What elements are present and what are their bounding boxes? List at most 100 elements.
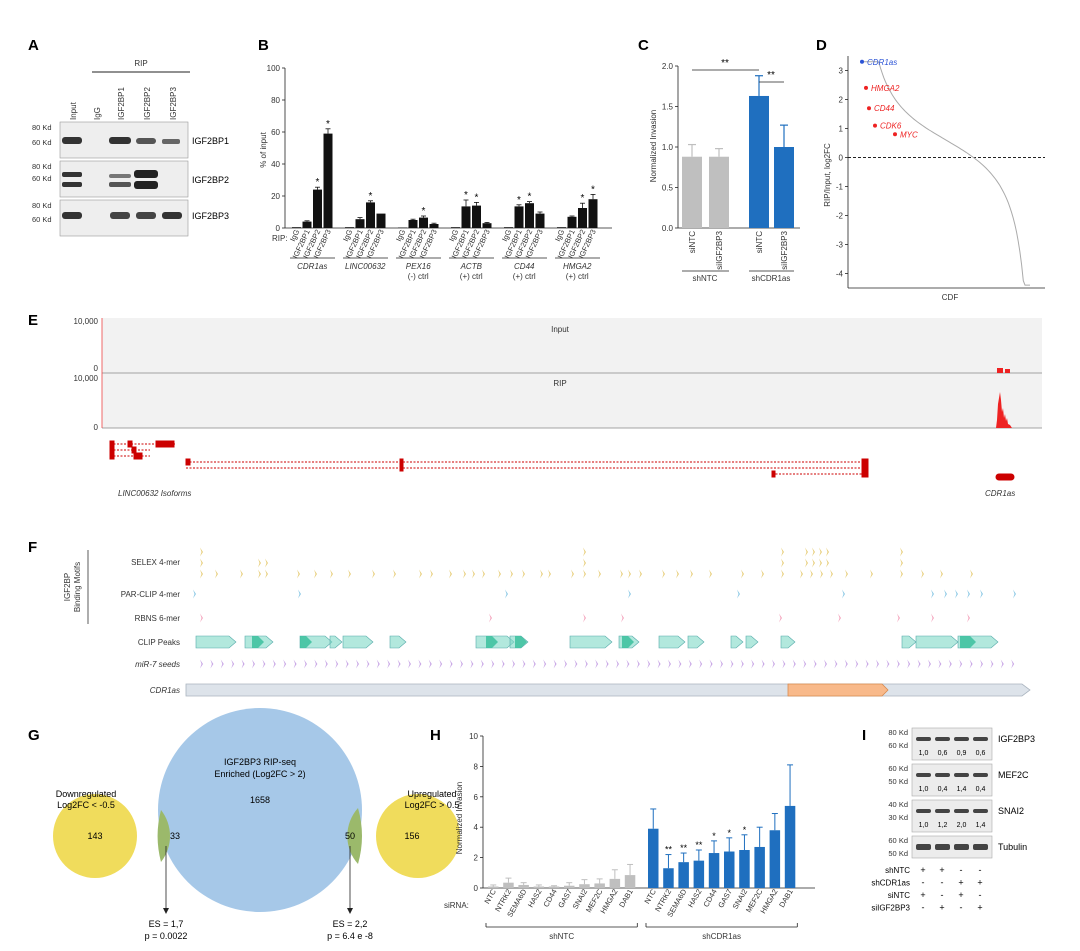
venn-left-only: 143	[87, 831, 102, 841]
motif-mark	[626, 659, 630, 669]
h-sig: **	[665, 845, 673, 855]
b-significance: *	[528, 192, 532, 203]
motif-mark	[598, 569, 601, 579]
right-es: ES = 2,2	[333, 919, 368, 929]
panel-label-b: B	[258, 37, 269, 54]
motif-mark	[870, 569, 873, 579]
motif-mark	[314, 659, 318, 669]
right-p: p = 6.4 e -8	[327, 931, 373, 941]
b-rip-label: RIP:	[272, 234, 288, 243]
motif-mark	[820, 569, 823, 579]
motif-mark	[1013, 589, 1016, 599]
c-ytick-label: 1.5	[662, 103, 674, 112]
motif-mark	[498, 569, 501, 579]
h-xtick-label: HAS2	[526, 888, 544, 909]
motif-mark	[522, 659, 526, 669]
motif-mark	[564, 659, 567, 669]
i-quant: 0,9	[957, 750, 967, 757]
arrowhead-left	[163, 908, 169, 914]
clip-peak	[745, 635, 759, 649]
c-xtick-label: siIGF2BP3	[715, 230, 724, 269]
b-bar	[557, 227, 566, 228]
motif-mark	[800, 569, 803, 579]
b-group-label: LINC00632	[345, 262, 386, 271]
b-ytick-label: 20	[271, 192, 280, 201]
b-significance: *	[316, 177, 320, 188]
motif-mark	[620, 569, 623, 579]
clip-peak	[730, 635, 744, 649]
venn-left-title: Downregulated	[56, 789, 117, 799]
motif-mark	[876, 659, 879, 669]
clip-peak	[329, 635, 343, 649]
motif-mark	[262, 659, 266, 669]
i-band	[935, 844, 950, 850]
motif-mark	[489, 613, 492, 623]
venn-upregulated	[376, 794, 460, 878]
motif-mark	[730, 659, 734, 669]
motif-mark	[428, 659, 432, 669]
rip-track	[102, 373, 1042, 428]
b-ylabel: % of input	[259, 131, 268, 167]
b-significance: *	[326, 119, 330, 130]
input-track-label: Input	[551, 325, 570, 334]
motif-mark	[482, 569, 485, 579]
motif-mark	[330, 569, 333, 579]
motif-mark	[470, 659, 474, 669]
motif-mark	[810, 569, 813, 579]
c-bar	[774, 147, 794, 228]
i-band	[916, 737, 931, 741]
c-xtick-label: siNTC	[688, 231, 697, 253]
motif-mark	[491, 659, 495, 669]
b-bar	[525, 203, 534, 228]
motif-mark	[855, 659, 859, 669]
motif-mark	[900, 558, 903, 568]
h-bar	[754, 846, 765, 888]
motif-mark	[639, 569, 642, 579]
panel-label-d: D	[816, 37, 827, 54]
venn-big-title: IGF2BP3 RIP-seq	[224, 757, 296, 767]
motif-bracket-line2: Binding Motifs	[73, 562, 82, 612]
i-condition-sign: +	[920, 890, 925, 900]
motif-mark	[574, 659, 578, 669]
venn-right-title: Upregulated	[407, 789, 456, 799]
cdr1as-gene-label: CDR1as	[985, 489, 1015, 498]
b-group-ctrl: (+) ctrl	[566, 272, 589, 281]
b-bar	[588, 199, 598, 228]
h-xtick-label: HAS2	[686, 888, 704, 909]
track-cdr1as: CDR1as	[150, 686, 180, 695]
motif-mark	[297, 569, 300, 579]
band	[62, 172, 82, 177]
lane-label-igf2bp3: IGF2BP3	[169, 87, 178, 120]
motif-mark	[761, 569, 764, 579]
motif-mark	[252, 659, 255, 669]
motif-mark	[819, 558, 822, 568]
motif-mark	[408, 659, 411, 669]
motif-mark	[372, 569, 375, 579]
motif-mark	[356, 659, 359, 669]
clip-peak	[389, 635, 407, 649]
b-significance: *	[517, 195, 521, 206]
left-p: p = 0.0022	[145, 931, 188, 941]
h-bar	[724, 851, 735, 888]
b-ytick-label: 0	[276, 224, 281, 233]
clip-peak	[901, 635, 917, 649]
c-ytick-label: 1.0	[662, 143, 674, 152]
motif-mark	[595, 659, 599, 669]
motif-mark	[510, 569, 513, 579]
motif-mark	[200, 547, 203, 557]
b-bar	[461, 206, 471, 228]
motif-mark	[921, 569, 924, 579]
panel-label-g: G	[28, 727, 40, 744]
motif-mark	[967, 613, 970, 623]
panel-e: 10,000 0 10,000 0 Input RIP LINC00632 Is…	[74, 317, 1042, 498]
blot1-label: IGF2BP1	[192, 136, 229, 146]
b-bar	[482, 223, 492, 228]
d-highlight-point	[867, 106, 871, 111]
track-parclip: PAR-CLIP 4-mer	[121, 590, 181, 599]
i-quant: 0,6	[976, 750, 986, 757]
motif-mark	[931, 613, 934, 623]
lane-label-igf2bp1: IGF2BP1	[117, 87, 126, 120]
panel-label-e: E	[28, 312, 38, 329]
h-ytick-label: 10	[469, 732, 478, 741]
